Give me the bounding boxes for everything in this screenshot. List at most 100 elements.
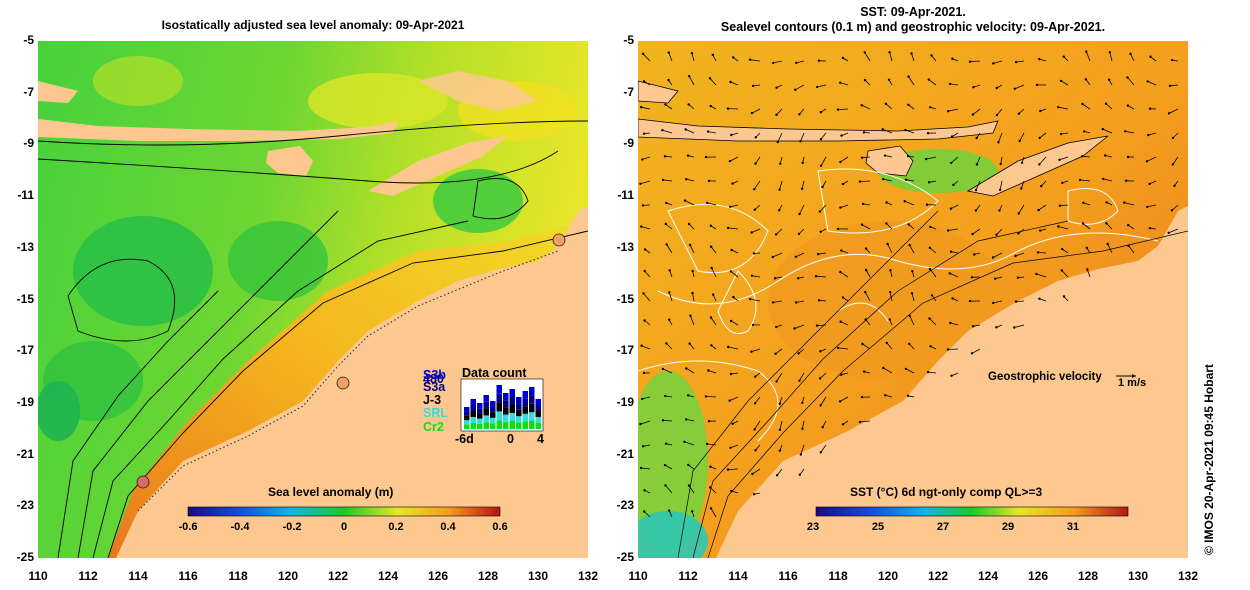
- velocity-arrowhead: [1017, 232, 1020, 235]
- x-axis-left-tick: 124: [377, 569, 399, 583]
- velocity-arrowhead: [858, 420, 862, 424]
- velocity-arrowhead: [1062, 295, 1066, 298]
- velocity-arrowhead: [908, 314, 911, 318]
- sumba-island: [865, 145, 914, 177]
- velocity-arrowhead: [974, 188, 978, 192]
- velocity-arrow: [668, 292, 673, 302]
- velocity-arrow: [709, 487, 717, 494]
- velocity-arrowhead: [750, 274, 754, 277]
- velocity-arrowhead: [775, 113, 778, 117]
- velocity-arrowhead: [798, 473, 802, 476]
- velocity-arrowhead: [821, 426, 824, 429]
- velocity-arrow: [840, 156, 849, 163]
- velocity-arrow: [795, 252, 805, 258]
- velocity-arrowhead: [819, 451, 822, 454]
- right-map-title-line1: SST: 09-Apr-2021.: [860, 5, 966, 19]
- velocity-arrow: [817, 84, 827, 88]
- velocity-arrow: [1058, 226, 1069, 230]
- velocity-arrowhead: [709, 316, 713, 319]
- velocity-arrowhead: [687, 463, 690, 467]
- data-count-bar: [464, 424, 470, 429]
- sla-colorbar-tick: 0.2: [388, 521, 404, 533]
- velocity-arrowhead: [668, 318, 671, 321]
- velocity-arrow: [950, 322, 959, 326]
- velocity-arrowhead: [863, 370, 866, 373]
- velocity-arrowhead: [1146, 80, 1149, 83]
- velocity-arrowhead: [908, 342, 911, 346]
- data-count-bar: [535, 399, 541, 405]
- velocity-arrowhead: [906, 154, 910, 158]
- velocity-arrowhead: [816, 253, 820, 256]
- velocity-arrowhead: [688, 243, 692, 247]
- velocity-arrowhead: [667, 51, 670, 54]
- velocity-arrowhead: [799, 140, 802, 143]
- velocity-arrow: [750, 59, 761, 62]
- velocity-arrow: [1080, 179, 1091, 182]
- velocity-arrowhead: [1020, 161, 1024, 164]
- velocity-arrow: [773, 60, 783, 64]
- satellite-label-s3a: S3a: [423, 380, 446, 394]
- velocity-arrow: [820, 396, 827, 406]
- velocity-arrow: [1058, 106, 1069, 110]
- velocity-arrow: [886, 342, 893, 350]
- velocity-arrowhead: [930, 54, 933, 57]
- data-count-bar: [529, 403, 535, 413]
- velocity-arrowhead: [814, 275, 818, 278]
- velocity-arrowhead: [709, 224, 713, 227]
- java-island: [38, 119, 398, 141]
- velocity-arrow: [948, 108, 959, 112]
- velocity-arrowhead: [640, 344, 643, 347]
- velocity-arrowhead: [685, 367, 688, 370]
- satellite-label-j3: J-3: [423, 393, 442, 407]
- velocity-arrowhead: [751, 84, 755, 88]
- velocity-arrow: [692, 293, 695, 302]
- velocity-arrowhead: [992, 62, 995, 65]
- velocity-arrowhead: [687, 484, 691, 487]
- velocity-arrow: [1105, 103, 1113, 110]
- sla-colorbar-tick: -0.2: [282, 521, 302, 533]
- velocity-arrowhead: [1013, 326, 1016, 329]
- velocity-arrowhead: [817, 299, 821, 302]
- x-axis-left-tick: 110: [28, 569, 48, 583]
- velocity-arrowhead: [729, 319, 733, 323]
- velocity-arrowhead: [858, 180, 862, 183]
- velocity-arrowhead: [639, 422, 642, 426]
- velocity-arrowhead: [707, 179, 711, 183]
- y-axis-left-tick: -11: [17, 188, 34, 203]
- x-axis-left-tick: 126: [427, 569, 449, 583]
- velocity-arrowhead: [861, 342, 864, 346]
- velocity-arrow: [684, 200, 695, 206]
- velocity-arrow: [664, 464, 673, 470]
- sea-level-anomaly-map: [38, 41, 588, 558]
- x-axis-left-tick: 114: [128, 569, 148, 583]
- velocity-arrowhead: [968, 299, 972, 303]
- velocity-arrowhead: [906, 394, 910, 397]
- velocity-arrowhead: [950, 374, 953, 377]
- velocity-arrowhead: [1104, 154, 1107, 157]
- velocity-arrowhead: [907, 103, 910, 106]
- velocity-arrowhead: [801, 427, 804, 430]
- velocity-arrowhead: [841, 182, 845, 186]
- velocity-arrowhead: [1018, 139, 1021, 143]
- data-count-bar: [535, 405, 541, 411]
- y-axis-right-tick: -15: [616, 291, 634, 306]
- velocity-arrowhead: [1126, 76, 1129, 79]
- sst-colorbar: [815, 506, 1129, 517]
- velocity-arrow: [816, 324, 827, 326]
- velocity-arrowhead: [1035, 272, 1038, 276]
- land-fragment: [418, 71, 538, 111]
- velocity-arrowhead: [972, 86, 975, 89]
- velocity-arrow: [1015, 300, 1025, 302]
- velocity-arrowhead: [952, 183, 955, 187]
- velocity-arrowhead: [1059, 79, 1063, 83]
- velocity-arrow: [730, 204, 739, 208]
- velocity-arrowhead: [689, 314, 692, 317]
- velocity-arrow: [840, 321, 849, 326]
- velocity-arrow: [905, 129, 915, 134]
- velocity-arrow: [799, 372, 805, 381]
- velocity-arrow: [686, 178, 695, 182]
- velocity-arrowhead: [661, 178, 665, 182]
- sst-colorbar-tick: 31: [1066, 521, 1080, 533]
- data-count-xtick: -6d: [455, 432, 474, 446]
- velocity-arrow: [773, 300, 783, 303]
